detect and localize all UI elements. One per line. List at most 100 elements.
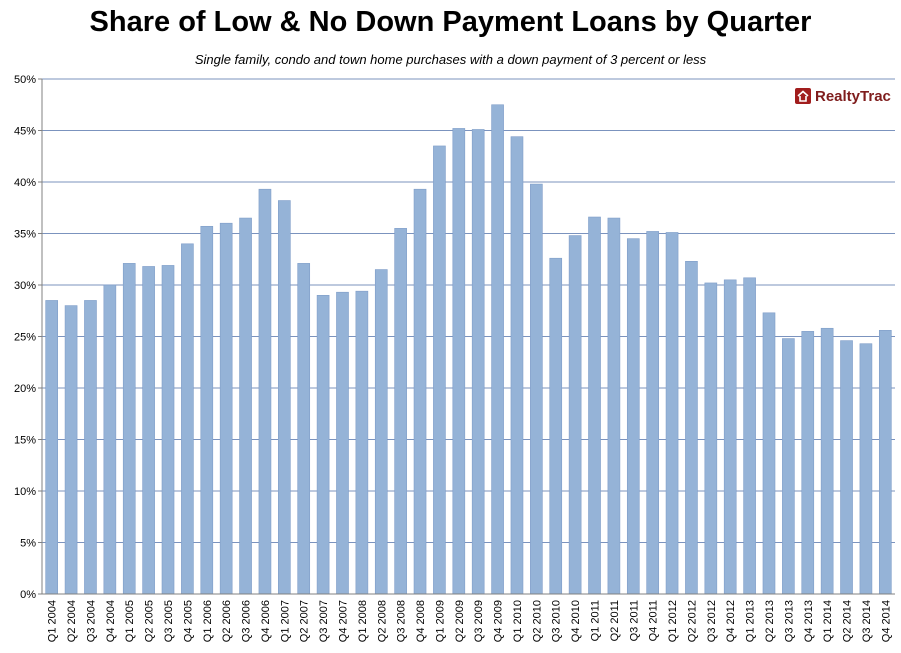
- bar: [723, 279, 737, 595]
- bar: [549, 257, 563, 595]
- y-tick-label: 5%: [20, 538, 36, 550]
- bar: [588, 216, 601, 595]
- x-tick-label: Q4 2006: [260, 600, 272, 642]
- x-tick-label: Q4 2009: [493, 600, 505, 642]
- bar: [491, 104, 504, 595]
- x-tick-label: Q3 2005: [163, 600, 175, 642]
- bar: [64, 305, 78, 595]
- bar: [161, 265, 175, 595]
- x-tick-label: Q4 2010: [570, 600, 582, 642]
- x-tick-label: Q1 2011: [590, 600, 602, 641]
- bar: [355, 290, 369, 595]
- x-tick-label: Q1 2010: [512, 600, 524, 642]
- y-tick-label: 50%: [14, 74, 36, 86]
- bar: [297, 263, 311, 595]
- x-tick-label: Q4 2012: [725, 600, 737, 642]
- bar: [258, 188, 272, 595]
- bar: [181, 243, 194, 595]
- x-tick-label: Q4 2007: [337, 600, 349, 642]
- bar: [239, 217, 252, 595]
- x-tick-label: Q3 2009: [473, 600, 485, 642]
- x-tick-label: Q2 2013: [764, 600, 776, 642]
- bar: [219, 222, 233, 595]
- bar: [122, 263, 136, 595]
- x-tick-label: Q4 2014: [880, 600, 892, 642]
- bar: [530, 183, 543, 595]
- x-tick-label: Q3 2013: [783, 600, 795, 642]
- x-tick-label: Q3 2014: [861, 600, 873, 642]
- bar: [45, 300, 59, 595]
- bars: [45, 104, 892, 595]
- x-tick-label: Q1 2008: [357, 600, 369, 642]
- x-tick-label: Q1 2004: [47, 600, 59, 642]
- chart-title: Share of Low & No Down Payment Loans by …: [89, 6, 812, 38]
- bar: [433, 145, 446, 595]
- x-tick-label: Q1 2005: [124, 600, 136, 642]
- x-tick-label: Q4 2005: [182, 600, 194, 642]
- logo-house-icon: [795, 88, 811, 104]
- bar: [413, 188, 427, 595]
- bar: [510, 136, 524, 595]
- bar: [142, 266, 155, 595]
- x-tick-label: Q1 2014: [822, 600, 834, 642]
- bar: [568, 235, 582, 595]
- x-tick-label: Q2 2014: [842, 600, 854, 642]
- y-tick-label: 25%: [14, 332, 36, 344]
- logo-house-roof: [797, 90, 809, 102]
- bar: [471, 129, 485, 595]
- x-tick-label: Q4 2004: [105, 600, 117, 642]
- y-tick-label: 15%: [14, 435, 36, 447]
- bar: [607, 217, 621, 595]
- bar: [801, 331, 815, 595]
- x-tick-label: Q3 2006: [241, 600, 253, 642]
- bar: [103, 284, 117, 595]
- x-tick-label: Q2 2006: [221, 600, 233, 642]
- x-tick-labels: Q1 2004 Q2 2004 Q3 2004 Q4 2004 Q1 2005 Q2 20…: [47, 600, 893, 642]
- x-tick-label: Q2 2004: [66, 600, 78, 642]
- bar: [626, 238, 640, 595]
- x-tick-label: Q2 2012: [686, 600, 698, 642]
- x-tick-label: Q4 2008: [415, 600, 427, 642]
- y-tick-label: 20%: [14, 383, 36, 395]
- x-tick-label: Q1 2012: [667, 600, 679, 642]
- x-tick-label: Q3 2007: [318, 600, 330, 642]
- y-tick-label: 30%: [14, 280, 36, 292]
- bar: [200, 225, 214, 595]
- realtytrac-logo: RealtyTrac: [795, 88, 891, 105]
- bar: [685, 261, 698, 595]
- bar: [878, 330, 892, 595]
- bar: [665, 232, 679, 595]
- bar: [762, 312, 776, 595]
- bar: [859, 343, 873, 595]
- y-tick-label: 40%: [14, 177, 36, 189]
- x-tick-label: Q2 2009: [454, 600, 466, 642]
- x-tick-label: Q1 2006: [202, 600, 214, 642]
- bar: [374, 269, 388, 595]
- x-tick-label: Q2 2011: [609, 600, 621, 641]
- bar: [704, 282, 718, 595]
- bar: [840, 340, 853, 595]
- x-tick-label: Q3 2008: [396, 600, 408, 642]
- bar: [820, 327, 834, 595]
- x-tick-label: Q2 2007: [299, 600, 311, 642]
- x-tick-label: Q4 2013: [803, 600, 815, 642]
- x-tick-label: Q3 2010: [551, 600, 563, 642]
- bar: [743, 277, 756, 595]
- axes: [38, 78, 895, 595]
- bar: [278, 200, 291, 595]
- x-tick-label: Q2 2005: [144, 600, 156, 642]
- x-tick-label: Q1 2013: [745, 600, 757, 642]
- bar: [316, 294, 330, 595]
- bar: [394, 228, 407, 595]
- bar: [336, 291, 349, 595]
- y-tick-label: 0%: [20, 589, 36, 601]
- bar: [452, 128, 466, 595]
- bar: [84, 300, 97, 595]
- x-tick-label: Q2 2010: [531, 600, 543, 642]
- y-tick-label: 35%: [14, 229, 36, 241]
- x-tick-label: Q3 2004: [85, 600, 97, 642]
- x-tick-label: Q2 2008: [376, 600, 388, 642]
- x-tick-label: Q4 2011: [648, 600, 660, 641]
